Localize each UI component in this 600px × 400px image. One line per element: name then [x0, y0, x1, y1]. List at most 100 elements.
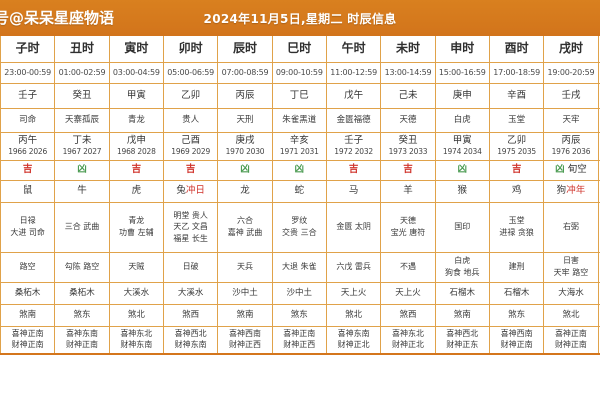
- duty-star-cell: 玄武: [598, 108, 600, 133]
- ganzhi-cell: 丙辰: [217, 83, 273, 109]
- year-pillar-cell: 丁巳1977 2037: [598, 132, 600, 161]
- luck-flag-cell: 凶: [435, 160, 490, 181]
- duty-star-cell: 贵人: [163, 108, 219, 133]
- five-element-cell: 大海水: [543, 282, 599, 305]
- joy-wealth-cell: 喜神正南 财神正南: [543, 326, 599, 355]
- year-pillar-cell: 戊申 1968 2028: [109, 132, 164, 161]
- sha-direction-cell: 煞东: [489, 304, 545, 327]
- hour-name-cell: 酉时: [489, 36, 545, 63]
- ganzhi-cell: 己未: [380, 83, 436, 109]
- duty-star-cell: 天寨孤辰: [54, 108, 110, 133]
- hour-name-cell: 午时: [326, 36, 382, 63]
- row-year-pillar: 丙午 1966 2026 丁未 1967 2027 戊申 1968 2028 己酉 1969 …: [0, 132, 600, 161]
- time-range-cell: 13:00-14:59: [380, 62, 436, 84]
- brand-watermark: 号@呆呆星座物语: [0, 9, 115, 27]
- joy-wealth-cell: 喜神西南 财神正西: [217, 326, 273, 355]
- luck-flag-cell: 吉: [380, 160, 436, 181]
- auspicious-cell: 右弼: [543, 202, 599, 253]
- hour-name-cell: 亥时: [598, 36, 600, 63]
- zodiac-cell: 猪: [598, 180, 600, 203]
- luck-flag-cell: 凶: [217, 160, 273, 181]
- luck-flag-cell: 凶 旬空: [598, 160, 600, 181]
- joy-wealth-cell: 喜神西北 财神东南: [163, 326, 219, 355]
- zodiac-cell: 狗冲年: [543, 180, 599, 203]
- inauspicious-cell: 不遇: [380, 252, 436, 283]
- sha-direction-cell: 煞北: [109, 304, 164, 327]
- duty-star-cell: 天德: [380, 108, 436, 133]
- five-element-cell: 石榴木: [435, 282, 490, 305]
- hour-name-cell: 丑时: [54, 36, 110, 63]
- duty-star-cell: 青龙: [109, 108, 164, 133]
- zodiac-cell: 鸡: [489, 180, 545, 203]
- time-range-cell: 03:00-04:59: [109, 62, 164, 84]
- luck-flag-cell: 吉: [109, 160, 164, 181]
- hour-info-table: 子时丑时寅时卯时辰时巳时午时未时申时酉时戌时亥时 23:00-00:5901:0…: [0, 36, 600, 355]
- time-range-cell: 09:00-10:59: [272, 62, 327, 84]
- zodiac-cell: 牛: [54, 180, 110, 203]
- hour-name-cell: 申时: [435, 36, 490, 63]
- five-element-cell: 沙中土: [272, 282, 327, 305]
- hour-name-cell: 辰时: [217, 36, 273, 63]
- inauspicious-cell: 建刑: [489, 252, 545, 283]
- ganzhi-cell: 乙卯: [163, 83, 219, 109]
- auspicious-cell: 玉堂 进禄 贪狼: [489, 202, 545, 253]
- luck-flag-cell: 吉: [489, 160, 545, 181]
- auspicious-cell: 三合 武曲: [54, 202, 110, 253]
- duty-star-cell: 天刑: [217, 108, 273, 133]
- row-inauspicious-gods: 路空 勾陈 路空 天贼 日破 天兵 大退 朱雀 六戊 雷兵 不遇 白虎 狗食 地兵 建刑 日害 天牢 路…: [0, 252, 600, 283]
- sha-direction-cell: 煞西: [598, 304, 600, 327]
- ganzhi-cell: 癸丑: [54, 83, 110, 109]
- auspicious-cell: 罗纹 交贵 三合: [272, 202, 327, 253]
- sha-direction-cell: 煞北: [543, 304, 599, 327]
- row-hour-names: 子时丑时寅时卯时辰时巳时午时未时申时酉时戌时亥时: [0, 36, 600, 63]
- auspicious-cell: 青龙 功曹 左辅: [109, 202, 164, 253]
- inauspicious-cell: 路空: [0, 252, 56, 283]
- duty-star-cell: 白虎: [435, 108, 490, 133]
- five-element-cell: 天上火: [326, 282, 382, 305]
- year-pillar-cell: 丙午 1966 2026: [0, 132, 56, 161]
- inauspicious-cell: 大退 朱雀: [272, 252, 327, 283]
- time-range-cell: 05:00-06:59: [163, 62, 219, 84]
- zodiac-cell: 兔冲日: [163, 180, 219, 203]
- inauspicious-cell: 勾陈 路空: [54, 252, 110, 283]
- luck-flag-cell: 凶 旬空: [543, 160, 599, 181]
- row-auspicious-gods: 日禄 大进 司命 三合 武曲 青龙 功曹 左辅 明堂 贵人 天乙 文昌 福星 长生 六合 嘉神 武…: [0, 202, 600, 253]
- zodiac-cell: 马: [326, 180, 382, 203]
- hour-table-wrapper: 子时丑时寅时卯时辰时巳时午时未时申时酉时戌时亥时 23:00-00:5901:0…: [0, 36, 600, 400]
- joy-wealth-cell: 喜神东北 财神东南: [109, 326, 164, 355]
- year-pillar-cell: 甲寅 1974 2034: [435, 132, 490, 161]
- row-five-element: 桑柘木桑柘木大溪水大溪水沙中土沙中土天上火天上火石榴木石榴木大海水大海水: [0, 282, 600, 305]
- inauspicious-cell: 白虎 狗食 地兵: [435, 252, 490, 283]
- zodiac-cell: 鼠: [0, 180, 56, 203]
- zodiac-cell: 羊: [380, 180, 436, 203]
- auspicious-cell: 明堂 贵人 天乙 文昌 福星 长生: [163, 202, 219, 253]
- joy-wealth-cell: 喜神西北 财神正东: [435, 326, 490, 355]
- time-range-cell: 17:00-18:59: [489, 62, 545, 84]
- ganzhi-cell: 辛酉: [489, 83, 545, 109]
- time-range-cell: 21:00-22:59: [598, 62, 600, 84]
- duty-star-cell: 司命: [0, 108, 56, 133]
- auspicious-cell: 金匮 太阴: [326, 202, 382, 253]
- row-ganzhi: 壬子癸丑甲寅乙卯丙辰丁巳戊午己未庚申辛酉壬戌癸亥: [0, 83, 600, 109]
- ganzhi-cell: 壬子: [0, 83, 56, 109]
- luck-flag-cell: 吉: [326, 160, 382, 181]
- ganzhi-cell: 庚申: [435, 83, 490, 109]
- sha-direction-cell: 煞东: [272, 304, 327, 327]
- inauspicious-cell: 六戊 雷兵: [326, 252, 382, 283]
- sha-direction-cell: 煞西: [380, 304, 436, 327]
- joy-wealth-cell: 喜神正南 财神正南: [0, 326, 56, 355]
- zodiac-cell: 龙: [217, 180, 273, 203]
- ganzhi-cell: 癸亥: [598, 83, 600, 109]
- hour-name-cell: 寅时: [109, 36, 164, 63]
- page-title: 2024年11月5日,星期二 时辰信息: [203, 12, 397, 26]
- inauspicious-cell: 日害 天牢 路空: [543, 252, 599, 283]
- sha-direction-cell: 煞北: [326, 304, 382, 327]
- sha-direction-cell: 煞西: [163, 304, 219, 327]
- zodiac-cell: 虎: [109, 180, 164, 203]
- luck-flag-cell: 吉: [163, 160, 219, 181]
- year-pillar-cell: 辛亥 1971 2031: [272, 132, 327, 161]
- inauspicious-cell: 玄武 路空: [598, 252, 600, 283]
- row-time-ranges: 23:00-00:59 01:00-02:59 03:00-04:59 05:00-0…: [0, 62, 600, 84]
